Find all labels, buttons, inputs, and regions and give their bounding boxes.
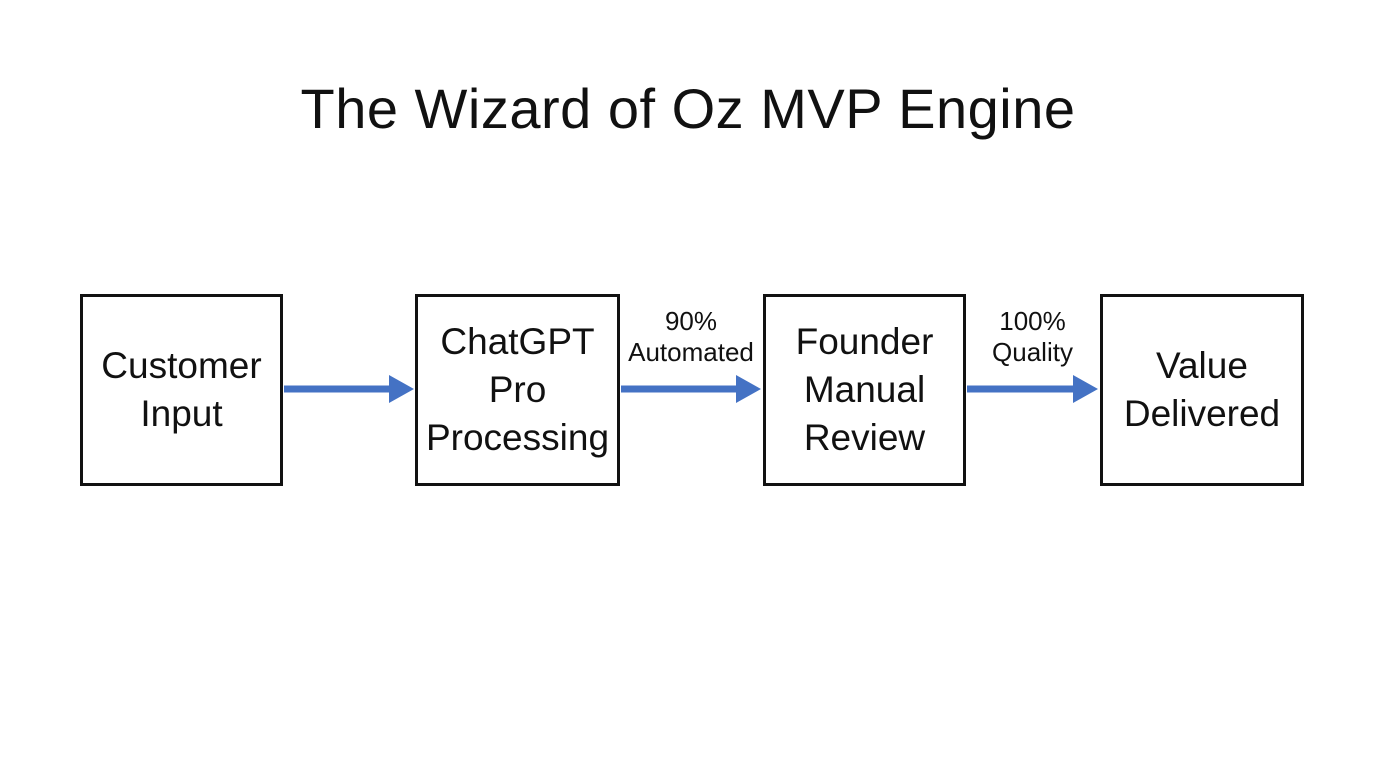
- arrow-right-icon: [284, 375, 414, 403]
- diagram-title: The Wizard of Oz MVP Engine: [300, 77, 1076, 140]
- node-text-line: Pro: [488, 369, 547, 410]
- node-text-line: Manual: [803, 369, 926, 410]
- node-text-line: Customer: [101, 345, 262, 386]
- node-text-line: Delivered: [1123, 393, 1281, 434]
- arrow-right-icon: [967, 375, 1098, 403]
- node-text-line: Value: [1156, 345, 1248, 386]
- edge-label-line: Automated: [628, 337, 754, 367]
- edge-label-line: 90%: [664, 306, 718, 336]
- edge-label-100-quality: 100% Quality: [966, 306, 1099, 368]
- flow-node-value-delivered: Value Delivered: [1100, 294, 1304, 486]
- flow-node-chatgpt-pro-processing: ChatGPT Pro Processing: [415, 294, 620, 486]
- node-text-line: Input: [140, 393, 223, 434]
- flow-node-customer-input: Customer Input: [80, 294, 283, 486]
- node-text-line: ChatGPT: [440, 321, 595, 362]
- edge-label-line: Quality: [992, 337, 1073, 367]
- node-text-line: Review: [803, 417, 926, 458]
- arrow-right-icon: [621, 375, 761, 403]
- node-text-line: Founder: [795, 321, 934, 362]
- flow-node-founder-manual-review: Founder Manual Review: [763, 294, 966, 486]
- edge-label-90-automated: 90% Automated: [620, 306, 762, 368]
- node-text-line: Processing: [425, 417, 610, 458]
- edge-label-line: 100%: [999, 306, 1066, 336]
